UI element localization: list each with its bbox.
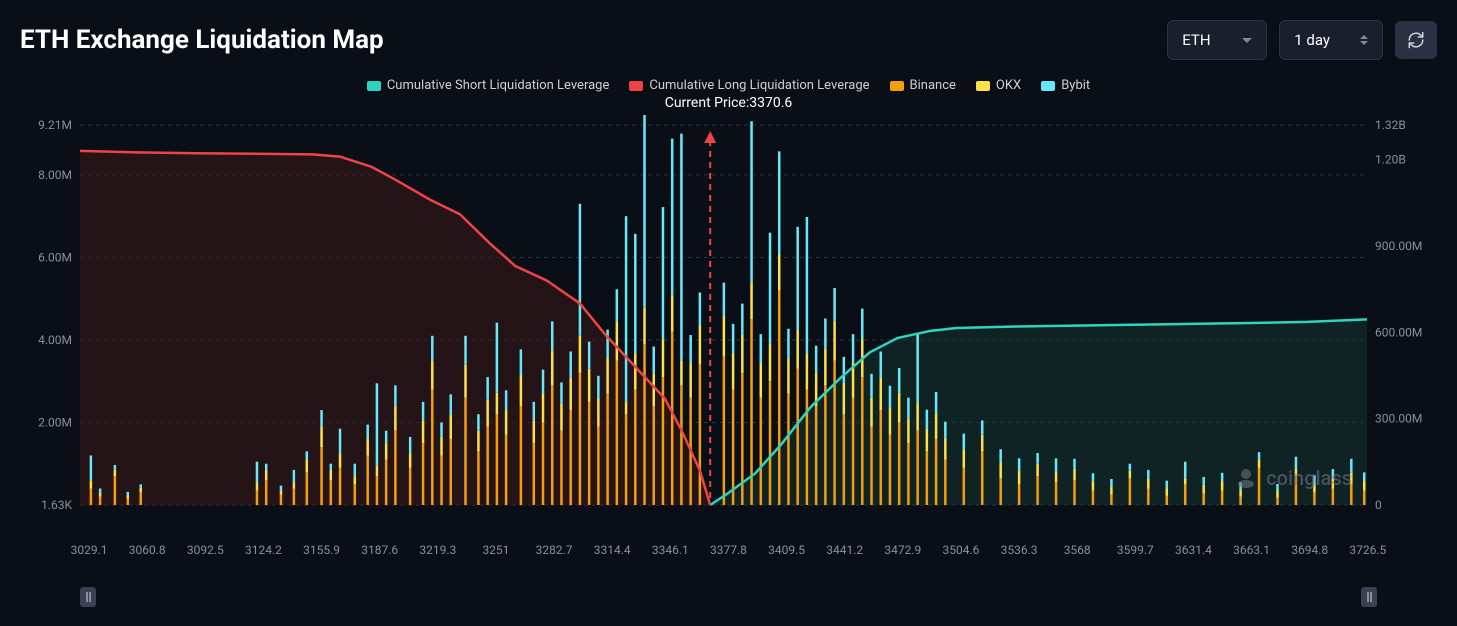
watermark: coinglass [1234,466,1352,490]
x-axis: 3029.13060.83092.53124.23155.93187.63219… [0,535,1457,557]
svg-text:0: 0 [1375,498,1382,512]
svg-text:6.00M: 6.00M [38,250,72,264]
svg-text:4.00M: 4.00M [38,333,72,347]
legend-label: Binance [910,78,956,93]
svg-text:900.00M: 900.00M [1375,239,1422,253]
x-tick: 3631.4 [1164,543,1222,557]
svg-text:1.32B: 1.32B [1375,118,1406,132]
x-tick: 3377.8 [699,543,757,557]
svg-text:8.00M: 8.00M [38,168,72,182]
svg-text:1.20B: 1.20B [1375,153,1406,167]
legend-swatch [629,81,643,91]
timeframe-dropdown[interactable]: 1 day [1279,20,1383,60]
legend-swatch [367,81,381,91]
x-tick: 3694.8 [1281,543,1339,557]
scroll-handle-left[interactable] [80,587,96,607]
x-tick: 3409.5 [758,543,816,557]
x-tick: 3060.8 [118,543,176,557]
refresh-button[interactable] [1395,21,1437,59]
x-tick: 3346.1 [641,543,699,557]
legend-item[interactable]: OKX [976,78,1021,93]
svg-text:300.00M: 300.00M [1375,412,1422,426]
x-tick: 3029.1 [60,543,118,557]
legend-label: Bybit [1061,78,1090,93]
symbol-dropdown-value: ETH [1182,31,1210,49]
x-tick: 3092.5 [176,543,234,557]
x-tick: 3536.3 [990,543,1048,557]
x-tick: 3663.1 [1223,543,1281,557]
x-tick: 3726.5 [1339,543,1397,557]
svg-text:9.21M: 9.21M [38,118,72,132]
svg-text:2.00M: 2.00M [38,416,72,430]
x-tick: 3441.2 [816,543,874,557]
legend-label: Cumulative Long Liquidation Leverage [649,78,869,93]
legend-label: Cumulative Short Liquidation Leverage [387,78,610,93]
x-tick: 3124.2 [234,543,292,557]
x-tick: 3219.3 [409,543,467,557]
x-tick: 3314.4 [583,543,641,557]
legend-item[interactable]: Cumulative Long Liquidation Leverage [629,78,869,93]
legend-item[interactable]: Binance [890,78,956,93]
legend-item[interactable]: Bybit [1041,78,1090,93]
x-tick: 3472.9 [874,543,932,557]
legend-item[interactable]: Cumulative Short Liquidation Leverage [367,78,610,93]
chevron-down-icon [1242,38,1252,43]
coinglass-icon [1234,466,1258,490]
svg-text:600.00M: 600.00M [1375,325,1422,339]
x-tick: 3251 [467,543,525,557]
scroll-bar [80,577,1377,607]
controls: ETH 1 day [1167,20,1437,60]
page-title: ETH Exchange Liquidation Map [20,25,384,55]
updown-icon [1360,35,1368,45]
symbol-dropdown[interactable]: ETH [1167,20,1267,60]
svg-text:1.63K: 1.63K [41,498,72,512]
current-price-label: Current Price:3370.6 [0,95,1457,115]
scroll-handle-right[interactable] [1361,587,1377,607]
legend: Cumulative Short Liquidation Leverage Cum… [0,70,1457,95]
chart-svg: 1.63K 2.00M 4.00M 6.00M 8.00M 9.21M 0 300.00M 60… [20,115,1437,535]
watermark-text: coinglass [1266,466,1352,490]
x-tick: 3282.7 [525,543,583,557]
x-tick: 3155.9 [293,543,351,557]
x-tick: 3568 [1048,543,1106,557]
legend-swatch [1041,81,1055,91]
timeframe-dropdown-value: 1 day [1294,31,1330,49]
x-tick: 3599.7 [1106,543,1164,557]
legend-swatch [976,81,990,91]
x-tick: 3187.6 [351,543,409,557]
x-tick: 3504.6 [932,543,990,557]
chart: 1.63K 2.00M 4.00M 6.00M 8.00M 9.21M 0 300.00M 60… [20,115,1437,535]
refresh-icon [1407,31,1425,49]
legend-label: OKX [996,78,1021,93]
legend-swatch [890,81,904,91]
